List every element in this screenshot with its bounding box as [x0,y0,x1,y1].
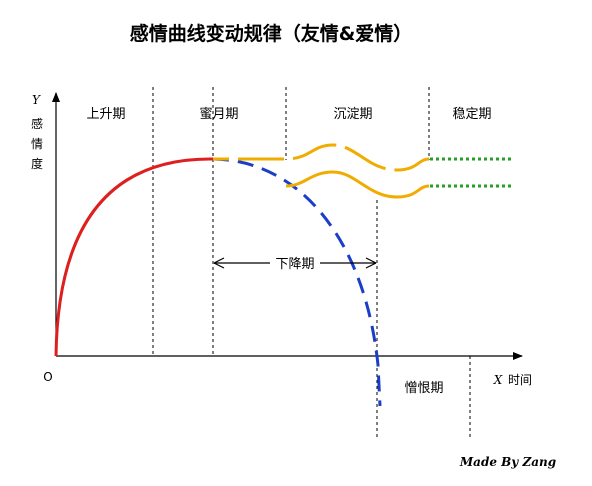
origin-label: O [43,370,52,384]
credit-label: Made By Zang [459,455,556,469]
arrow-left-icon [213,257,225,269]
x-axis-variable: X [493,373,503,387]
phase-label-stable: 稳定期 [452,106,491,122]
x-axis-label: 时间 [508,373,532,387]
diagram-title: 感情曲线变动规律（友情&爱情） [130,22,413,45]
arrow-right-icon [365,257,377,269]
y-axis-label-char: 感 [31,116,43,131]
settle-curve-upper [213,143,430,172]
settle-curve-lower [285,170,430,199]
y-axis-label-char: 情 [31,137,43,151]
phase-label-regret: 憎恨期 [404,380,443,396]
phase-label-settle: 沉淀期 [333,107,372,122]
phase-label-honeymoon: 蜜月期 [199,107,238,122]
y-axis-variable: Y [32,93,41,107]
phase-label-decline: 下降期 [275,257,314,272]
rise-curve [54,157,214,357]
phase-label-rise: 上升期 [86,107,125,122]
decline-curve [212,157,382,407]
y-axis-label-char: 度 [31,156,43,171]
